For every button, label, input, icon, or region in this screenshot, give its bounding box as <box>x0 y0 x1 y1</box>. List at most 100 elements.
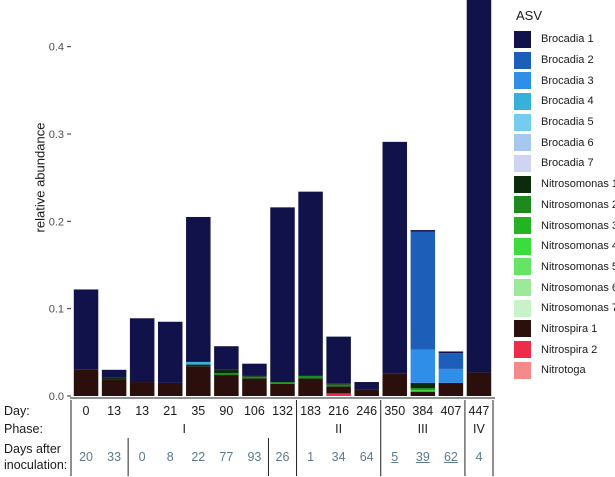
bar-segment <box>438 351 464 354</box>
bar-segment <box>466 372 492 396</box>
legend-item: Brocadia 6 <box>514 132 615 153</box>
bar-stack <box>438 351 464 396</box>
bar-segment <box>410 391 436 396</box>
day-cell: 183 <box>300 404 321 418</box>
day-cell: 106 <box>243 404 265 418</box>
bar-segment <box>242 378 267 396</box>
legend-label: Nitrosomonas 1 <box>541 178 615 191</box>
bar-stack <box>242 363 267 396</box>
day-row-label: Day: <box>4 404 30 418</box>
dai-row-label-line2: inoculation: <box>4 458 68 472</box>
bar-segment <box>157 321 183 383</box>
day-cell: 216 <box>328 404 350 418</box>
bar-segment <box>214 346 239 370</box>
legend-swatch <box>514 217 531 235</box>
bar-segment <box>101 369 127 378</box>
legend-swatch <box>514 113 531 131</box>
bar-segment <box>270 382 295 384</box>
bar-segment <box>73 369 99 396</box>
legend-label: Nitrosomonas 7 <box>541 302 615 315</box>
bar-segment <box>466 0 492 373</box>
dai-cell: 22 <box>191 450 206 464</box>
legend-item: Nitrosomonas 2 <box>514 195 615 216</box>
y-tick-label: 0.1 <box>49 304 64 316</box>
bar-segment <box>214 369 239 374</box>
bar-stack <box>157 321 183 396</box>
bar-stack <box>382 141 408 396</box>
bar-segment <box>101 377 127 380</box>
bar-segment <box>242 376 267 379</box>
dai-cell: 62 <box>443 450 458 464</box>
bar-stack <box>298 191 323 396</box>
bar-stack <box>354 382 379 396</box>
bar-stack <box>186 216 211 396</box>
day-cell: 384 <box>412 404 434 418</box>
legend-swatch <box>514 175 531 193</box>
bar-segment <box>270 207 295 383</box>
day-cell: 13 <box>135 404 150 418</box>
bar-stack <box>73 289 99 396</box>
dai-cell: 1 <box>307 450 315 464</box>
bar-segment <box>326 384 351 387</box>
legend-item: Nitrospira 2 <box>514 339 615 360</box>
legend-item: Nitrosomonas 7 <box>514 298 615 319</box>
bar-segment <box>214 373 239 376</box>
legend-item: Nitrotoga <box>514 360 615 381</box>
bar-segment <box>186 361 211 365</box>
y-tick-label: 0.0 <box>49 391 64 403</box>
legend-label: Brocadia 5 <box>541 116 594 129</box>
y-tick-label: 0.2 <box>49 216 64 228</box>
bar-segment <box>354 389 379 396</box>
phase-cell: II <box>335 422 343 436</box>
bar-segment <box>410 349 436 383</box>
dai-row-label-line1: Days after <box>4 442 61 456</box>
bar-segment <box>326 393 351 396</box>
bar-stack <box>270 207 295 396</box>
legend-label: Nitrospira 1 <box>541 322 598 335</box>
day-cell: 35 <box>191 404 206 418</box>
legend-item: Brocadia 2 <box>514 50 615 71</box>
legend-item: Nitrosomonas 6 <box>514 277 615 298</box>
bar-segment <box>326 336 351 384</box>
legend-swatch <box>514 361 531 379</box>
bar-segment <box>242 363 267 376</box>
bar-segment <box>326 386 351 394</box>
bar-segment <box>129 318 155 383</box>
dai-cell: 5 <box>391 450 399 464</box>
dai-cell: 26 <box>275 450 290 464</box>
day-cell: 407 <box>440 404 462 418</box>
legend-item: Brocadia 7 <box>514 153 615 174</box>
legend-label: Brocadia 7 <box>541 157 594 170</box>
legend-title: ASV <box>516 8 543 23</box>
legend-swatch <box>514 341 531 359</box>
bar-segment <box>382 373 408 396</box>
bar-segment <box>326 383 351 385</box>
bar-segment <box>242 375 267 377</box>
phase-row-label: Phase: <box>4 422 43 436</box>
day-cell: 246 <box>356 404 378 418</box>
day-cell: 447 <box>468 404 490 418</box>
bar-segment <box>186 366 211 396</box>
bar-segment <box>270 383 295 396</box>
bar-segment <box>354 382 379 390</box>
bar-segment <box>410 388 436 390</box>
legend-item: Nitrospira 1 <box>514 319 615 340</box>
legend-item: Brocadia 5 <box>514 112 615 133</box>
bar-stack <box>410 230 436 396</box>
bar-segment <box>186 216 211 362</box>
bar-segment <box>157 382 183 396</box>
legend-swatch <box>514 30 531 48</box>
bar-segment <box>438 368 464 383</box>
legend-swatch <box>514 154 531 172</box>
bar-stack <box>129 318 155 396</box>
legend-label: Brocadia 2 <box>541 54 594 67</box>
legend: ASV Brocadia 1 Brocadia 2 Brocadia 3 Brocad… <box>514 8 615 381</box>
phase-cell: I <box>182 422 186 436</box>
bar-segment <box>73 289 99 370</box>
legend-item: Nitrosomonas 3 <box>514 215 615 236</box>
bar-segment <box>410 231 436 350</box>
legend-label: Brocadia 6 <box>541 136 594 149</box>
legend-swatch <box>514 72 531 90</box>
legend-item: Brocadia 4 <box>514 91 615 112</box>
legend-label: Brocadia 1 <box>541 33 594 46</box>
